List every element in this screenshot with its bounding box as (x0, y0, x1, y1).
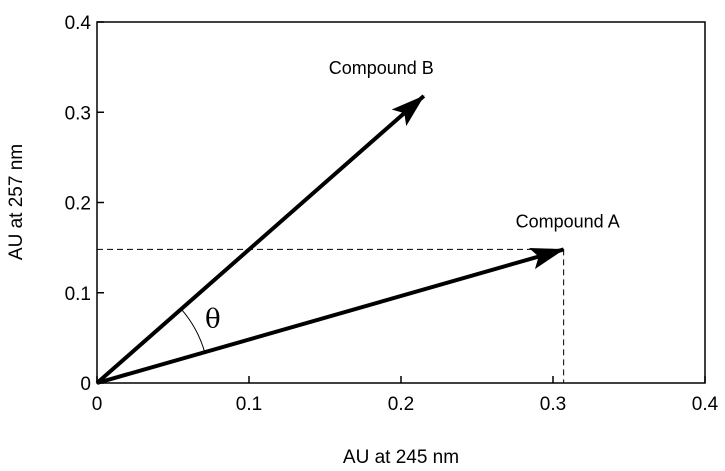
vector-label: Compound A (516, 211, 620, 231)
x-axis-ticks: 0 0.1 0.2 0.3 0.4 (92, 376, 719, 415)
y-tick-label: 0.3 (65, 103, 91, 124)
y-tick-label: 0.4 (65, 13, 92, 34)
vector-compound-b (95, 94, 426, 385)
x-tick-label: 0.3 (540, 394, 566, 415)
vector-compound-a (96, 247, 565, 385)
projection-lines (97, 248, 565, 383)
y-axis-title: AU at 257 nm (6, 144, 27, 260)
angle-arc (180, 308, 206, 353)
y-axis-ticks: 0 0.1 0.2 0.3 0.4 (65, 13, 104, 395)
angle-theta-label: θ (205, 305, 221, 335)
x-tick-label: 0 (92, 394, 103, 415)
y-tick-label: 0.2 (65, 194, 91, 215)
x-tick-label: 0.4 (692, 394, 719, 415)
y-tick-label: 0.1 (65, 284, 91, 305)
x-tick-label: 0.1 (236, 394, 262, 415)
vector-label: Compound B (329, 58, 434, 78)
x-axis-title: AU at 245 nm (343, 447, 459, 468)
vector-series: Compound A Compound B (95, 58, 620, 385)
x-tick-label: 0.2 (388, 394, 414, 415)
y-tick-label: 0 (80, 374, 91, 395)
